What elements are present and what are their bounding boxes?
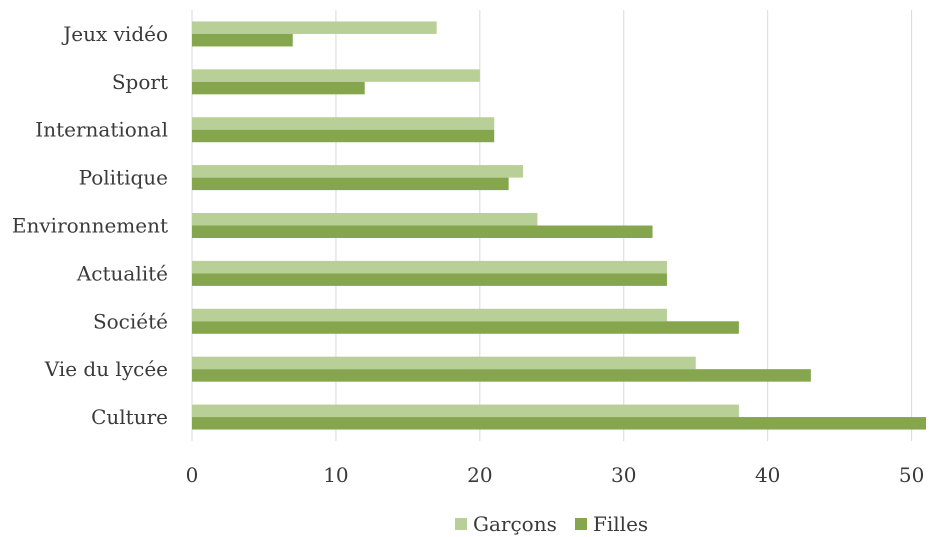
legend-label: Garçons: [473, 512, 557, 536]
category-label: International: [35, 118, 168, 142]
category-label: Actualité: [76, 261, 168, 285]
category-label: Jeux vidéo: [61, 22, 168, 46]
bar-garcons: [192, 260, 667, 274]
bar-filles: [192, 177, 509, 191]
x-tick-labels: 0 10 20 30 40 50: [186, 463, 925, 487]
bar-filles: [192, 81, 365, 95]
bar-filles: [192, 225, 653, 238]
category-labels: Jeux vidéo Sport International Politique Env…: [12, 22, 168, 429]
bar-garcons: [192, 356, 696, 370]
category-label: Vie du lycée: [44, 357, 168, 381]
bar-garcons: [192, 69, 480, 82]
bar-filles: [192, 417, 926, 430]
category-label: Sport: [112, 70, 168, 94]
category-label: Société: [93, 309, 168, 333]
x-tick-label: 50: [899, 463, 924, 487]
x-tick-label: 10: [323, 463, 348, 487]
bars: [192, 21, 926, 430]
x-tick-label: 30: [611, 463, 636, 487]
legend-label: Filles: [593, 512, 648, 536]
category-label: Environnement: [12, 214, 168, 238]
bar-garcons: [192, 404, 739, 418]
x-tick-label: 0: [186, 463, 199, 487]
category-label: Culture: [91, 405, 168, 429]
x-tick-label: 20: [467, 463, 492, 487]
bar-filles: [192, 321, 739, 334]
bar-filles: [192, 129, 495, 143]
category-label: Politique: [79, 166, 168, 190]
bar-garcons: [192, 308, 667, 322]
bar-garcons: [192, 21, 437, 34]
bar-filles: [192, 369, 811, 382]
legend: Garçons Filles: [455, 512, 648, 536]
bar-garcons: [192, 213, 538, 226]
bar-garcons: [192, 165, 524, 178]
legend-swatch: [575, 518, 587, 530]
bar-filles: [192, 273, 667, 286]
bar-garcons: [192, 117, 495, 130]
legend-swatch: [455, 518, 467, 530]
x-tick-label: 40: [755, 463, 780, 487]
bar-filles: [192, 33, 293, 47]
